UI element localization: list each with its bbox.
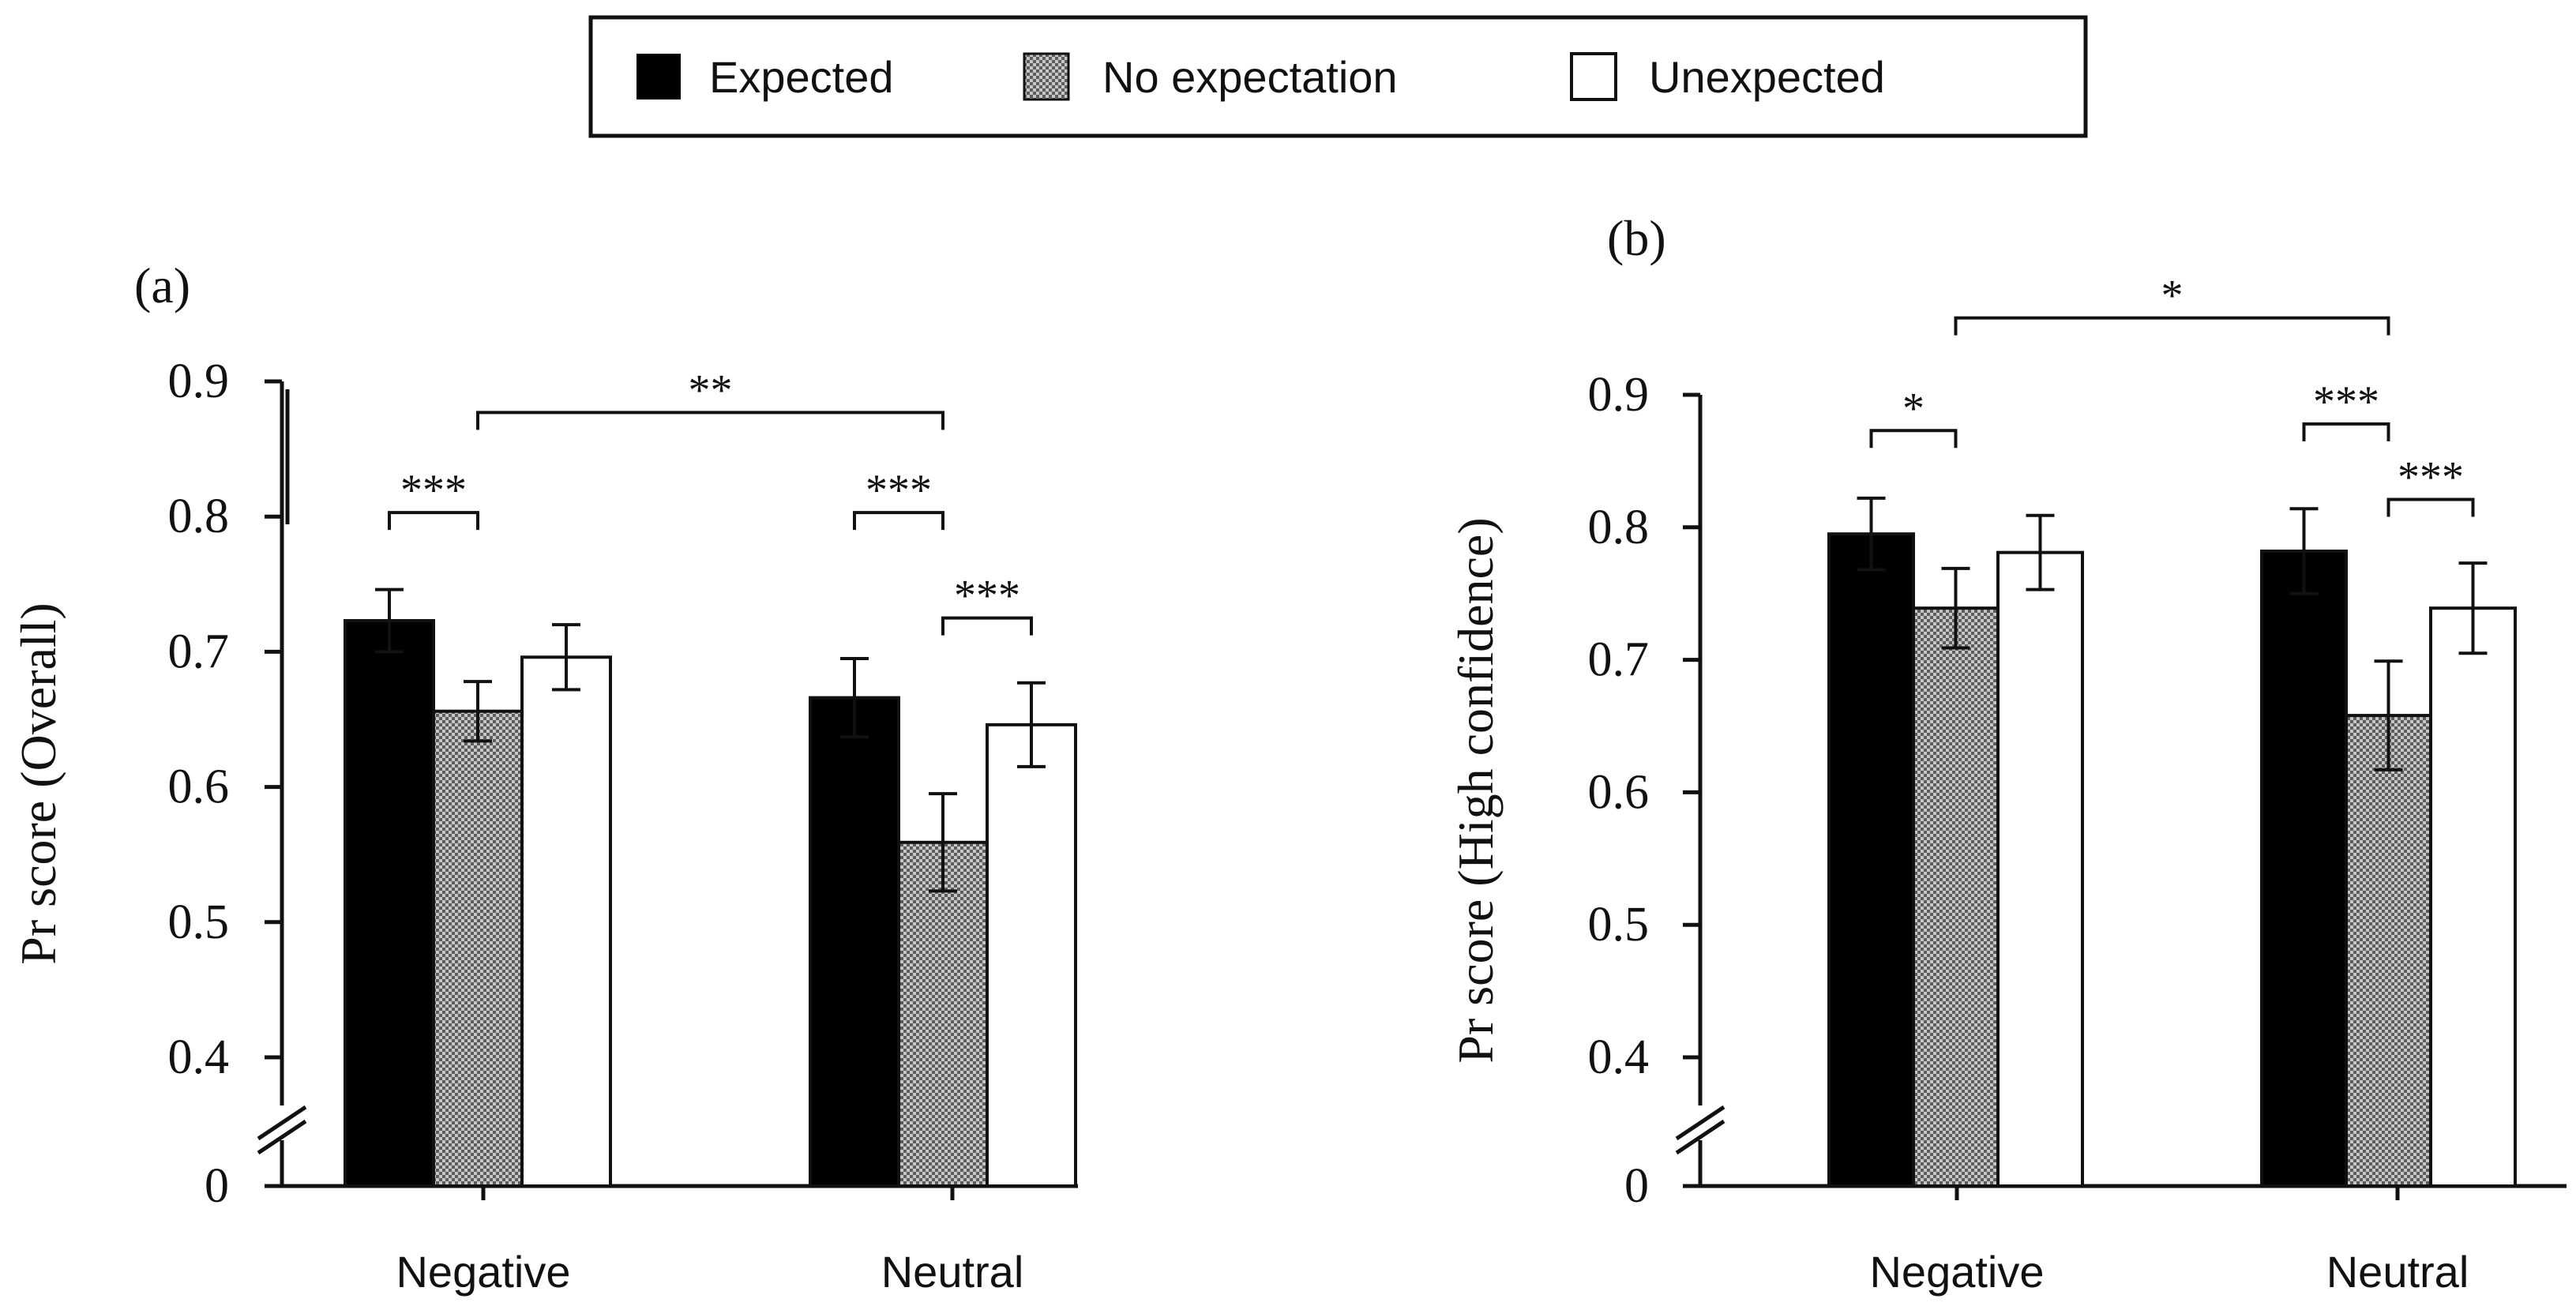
bar-no-expectation xyxy=(2345,714,2432,1188)
y-tick-label: 0.4 xyxy=(1588,1030,1650,1084)
y-tick-label: 0 xyxy=(205,1159,229,1213)
bar-expected xyxy=(2260,550,2348,1188)
significance-label: * xyxy=(1902,384,1924,433)
y-tick-label: 0.8 xyxy=(168,490,230,543)
significance-label: *** xyxy=(866,466,932,515)
bar-no-expectation xyxy=(432,709,524,1188)
y-tick-label: 0.9 xyxy=(1588,368,1650,422)
panel-b: (b) Pr score (High confidence) 0 0.4 0.5 0.6 0… xyxy=(1448,210,2567,1297)
y-tick-label: 0.7 xyxy=(1588,633,1650,687)
bar-no-expectation xyxy=(897,840,989,1188)
significance-label: *** xyxy=(954,572,1020,621)
y-axis-label: Pr score (Overall) xyxy=(10,602,66,964)
bar-expected xyxy=(1827,532,1915,1188)
y-tick-label: 0.8 xyxy=(1588,501,1650,554)
legend-label-unexpected: Unexpected xyxy=(1649,52,1885,102)
y-tick-label: 0.6 xyxy=(1588,765,1650,819)
bar-expected xyxy=(809,696,900,1188)
panel-label: (b) xyxy=(1607,210,1666,266)
panel-label: (a) xyxy=(134,257,190,313)
significance-label: * xyxy=(2161,272,2184,321)
significance-bracket xyxy=(853,511,944,531)
y-tick-label: 0.4 xyxy=(168,1030,230,1084)
bar-unexpected xyxy=(986,723,1077,1188)
significance-bracket xyxy=(941,616,1033,636)
significance-label: *** xyxy=(2398,453,2464,502)
legend: Expected No expectation Unexpected xyxy=(588,15,2088,138)
legend-box xyxy=(588,15,2088,138)
legend-swatch-unexpected xyxy=(1570,52,1617,101)
x-tick-label: Neutral xyxy=(2326,1247,2469,1297)
y-tick-label: 0 xyxy=(1624,1159,1649,1213)
bar-no-expectation xyxy=(1912,606,2000,1188)
legend-label-no-expectation: No expectation xyxy=(1102,52,1398,102)
axis-break-mark xyxy=(257,1119,307,1155)
y-tick-label: 0.5 xyxy=(1588,898,1650,952)
legend-swatch-no-expectation xyxy=(1023,52,1070,101)
significance-label: *** xyxy=(2313,377,2379,426)
axis-break-mark xyxy=(1675,1119,1725,1155)
x-tick-label: Negative xyxy=(396,1247,570,1297)
significance-bracket xyxy=(476,411,944,430)
x-tick-label: Neutral xyxy=(881,1247,1024,1297)
y-tick-label: 0.7 xyxy=(168,625,230,678)
x-tick-label: Negative xyxy=(1869,1247,2044,1297)
significance-bracket xyxy=(2302,422,2390,441)
axis-break-mark xyxy=(1675,1105,1725,1141)
legend-swatch-expected xyxy=(636,54,681,99)
significance-bracket xyxy=(1869,429,1958,449)
y-tick-label: 0.5 xyxy=(168,895,230,949)
panel-a: (a) Pr score (Overall) 0 0.4 0.5 0.6 0.7 0.8 0.9… xyxy=(10,257,1078,1297)
legend-label-expected: Expected xyxy=(709,52,894,102)
significance-bracket xyxy=(2386,497,2475,517)
axis-break-mark xyxy=(257,1105,307,1141)
bar-unexpected xyxy=(520,655,612,1188)
significance-bracket xyxy=(1954,316,2390,336)
significance-label: ** xyxy=(689,366,733,415)
bar-unexpected xyxy=(2429,606,2517,1188)
bar-expected xyxy=(344,619,435,1188)
bar-unexpected xyxy=(1996,550,2084,1188)
y-tick-label: 0.9 xyxy=(168,355,230,408)
y-axis-label: Pr score (High confidence) xyxy=(1448,517,1504,1063)
y-tick-label: 0.6 xyxy=(168,760,230,814)
significance-bracket xyxy=(388,511,479,531)
significance-label: *** xyxy=(400,466,467,515)
